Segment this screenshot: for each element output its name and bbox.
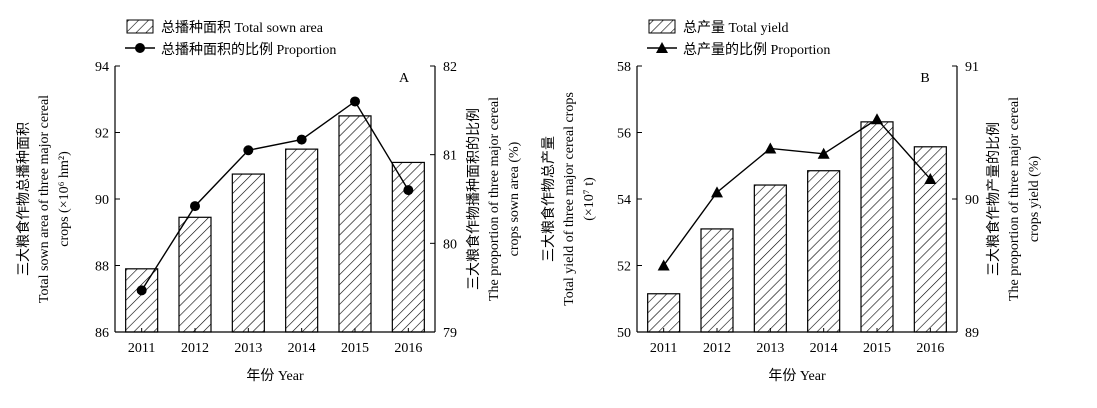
- bar: [807, 170, 841, 333]
- right-tick-label: 90: [965, 193, 979, 208]
- bar: [285, 148, 319, 333]
- bar: [700, 228, 734, 333]
- panel-label: B: [920, 71, 929, 86]
- chart-panel-a: 86 88 90 92 94 79 80 81 82 2011 2012 2013 2014 2015 20…: [15, 19, 522, 384]
- left-tick-label: 52: [617, 260, 631, 275]
- legend-line-label: 总播种面积的比例 Proportion: [161, 42, 336, 58]
- left-tick-label: 86: [95, 326, 109, 341]
- bar: [338, 115, 372, 333]
- legend: 总产量 Total yield 总产量的比例 Proportion: [647, 19, 830, 58]
- x-tick-label: 2014: [810, 341, 838, 356]
- left-axis-title: Total sown area of three major cereal: [37, 95, 52, 303]
- right-axis-title: crops yield (%): [1027, 156, 1042, 243]
- right-axis-title: crops sown area (%): [507, 141, 522, 256]
- line-point: [350, 96, 360, 107]
- x-axis-title: 年份 Year: [246, 368, 304, 384]
- x-tick-label: 2013: [756, 341, 784, 356]
- line-point: [817, 147, 830, 159]
- x-tick-label: 2015: [341, 341, 369, 356]
- left-tick-label: 92: [95, 127, 109, 142]
- left-tick-label: 50: [617, 326, 631, 341]
- legend-line-label: 总产量的比例 Proportion: [683, 42, 830, 58]
- legend-bar-label: 总播种面积 Total sown area: [161, 20, 324, 36]
- right-tick-label: 82: [443, 60, 457, 75]
- line-point: [136, 285, 147, 296]
- left-tick-label: 54: [617, 193, 631, 208]
- bar: [647, 293, 681, 333]
- x-tick-label: 2013: [234, 341, 262, 356]
- left-axis-title: (×10⁷ t): [582, 177, 597, 221]
- left-tick-label: 56: [617, 127, 631, 142]
- line-point: [190, 201, 200, 212]
- legend: 总播种面积 Total sown area 总播种面积的比例 Proportion: [125, 19, 336, 58]
- bar: [753, 184, 787, 333]
- right-tick-label: 91: [965, 60, 979, 75]
- x-tick-label: 2012: [181, 341, 209, 356]
- right-axis-title: 三大粮食作物播种面积的比例: [465, 108, 482, 290]
- legend-bar-label: 总产量 Total yield: [683, 20, 789, 36]
- x-tick-label: 2011: [650, 341, 677, 356]
- left-axis-title: Total yield of three major cereal crops: [562, 92, 577, 306]
- panel-label: A: [399, 71, 410, 86]
- bar: [860, 121, 894, 333]
- line-point: [764, 142, 777, 154]
- proportion-line: [141, 100, 409, 291]
- x-tick-label: 2014: [288, 341, 316, 356]
- x-axis-title: 年份 Year: [768, 368, 826, 384]
- legend-bar-swatch: [126, 19, 154, 34]
- right-tick-label: 81: [443, 149, 457, 164]
- line-point: [924, 173, 937, 185]
- right-axis-title: The proportion of three major cereal: [487, 97, 502, 301]
- x-tick-label: 2016: [394, 341, 422, 356]
- line-point: [403, 185, 414, 196]
- left-axis-title: 三大粮食作物总播种面积: [15, 122, 32, 276]
- right-tick-label: 89: [965, 326, 979, 341]
- x-tick-label: 2011: [128, 341, 155, 356]
- right-axis-title: 三大粮食作物产量的比例: [985, 122, 1002, 276]
- right-tick-label: 79: [443, 326, 457, 341]
- left-tick-label: 88: [95, 260, 109, 275]
- bar: [231, 173, 265, 333]
- right-axis-title: The proportion of three major cereal: [1007, 97, 1022, 301]
- line-point: [657, 259, 670, 271]
- line-point: [871, 113, 883, 125]
- x-tick-label: 2016: [916, 341, 944, 356]
- legend-bar-swatch: [648, 19, 676, 34]
- line-point: [296, 134, 307, 145]
- legend-marker: [656, 42, 668, 53]
- proportion-line: [663, 118, 931, 266]
- chart-panel-b: 50 52 54 56 58 89 90 91 2011 2012 2013 2014 2015 2016…: [540, 19, 1042, 384]
- left-tick-label: 58: [617, 60, 631, 75]
- right-tick-label: 80: [443, 237, 457, 252]
- left-axis-title: 三大粮食作物总产量: [540, 136, 557, 262]
- line-point: [711, 186, 723, 198]
- line-point: [243, 145, 254, 156]
- bar: [125, 268, 159, 333]
- left-tick-label: 90: [95, 193, 109, 208]
- legend-marker: [135, 43, 145, 53]
- x-tick-label: 2012: [703, 341, 731, 356]
- left-tick-label: 94: [95, 60, 109, 75]
- bar: [178, 216, 212, 333]
- left-axis-title: crops (×10⁶ hm²): [57, 151, 72, 247]
- x-tick-label: 2015: [863, 341, 891, 356]
